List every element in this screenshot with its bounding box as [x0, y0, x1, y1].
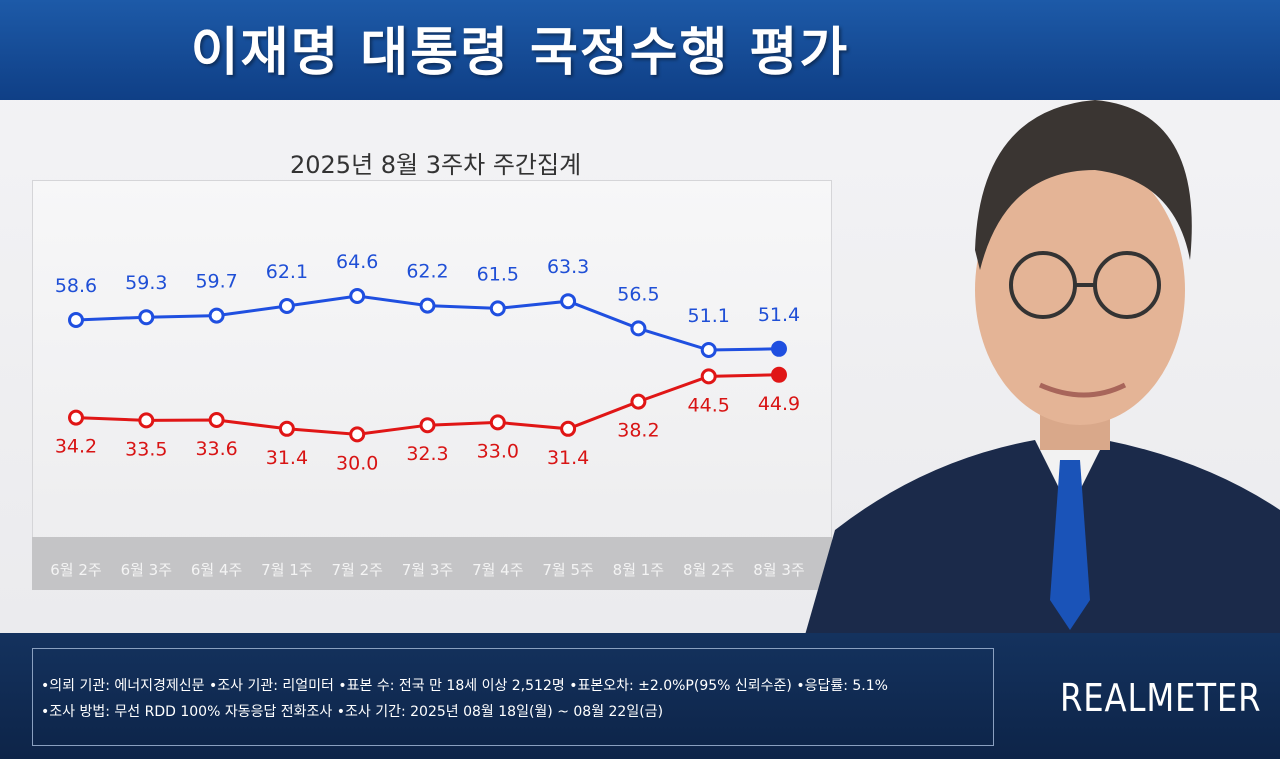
footer-bar: [0, 633, 1280, 759]
data-point: [771, 340, 787, 357]
header-bar: [0, 0, 1280, 100]
data-point: [208, 412, 225, 428]
data-label: 30.0: [336, 452, 378, 474]
realmeter-logo: REALMETER: [1060, 676, 1262, 720]
survey-info: •의뢰 기관: 에너지경제신문 •조사 기관: 리얼미터 •표본 수: 전국 만…: [32, 648, 994, 746]
data-point: [630, 320, 647, 337]
data-label: 44.9: [758, 393, 800, 415]
data-point: [138, 309, 155, 326]
chart-subtitle: 2025년 8월 3주차 주간집계: [290, 151, 582, 179]
data-label: 31.4: [266, 447, 308, 469]
data-label: 61.5: [477, 263, 519, 285]
data-point: [278, 420, 295, 437]
x-tick-label: 7월 4주: [472, 561, 523, 579]
x-tick-label: 6월 4주: [191, 561, 242, 579]
x-tick-label: 7월 2주: [331, 561, 382, 579]
x-tick-label: 6월 3주: [121, 561, 172, 579]
data-label: 62.2: [406, 261, 448, 283]
data-point: [560, 420, 577, 437]
data-label: 58.6: [55, 275, 97, 297]
data-label: 38.2: [617, 420, 659, 442]
data-point: [489, 300, 506, 317]
x-axis-band: [32, 537, 832, 590]
data-label: 33.0: [477, 440, 519, 462]
data-label: 59.3: [125, 272, 167, 294]
survey-info-line2: •조사 방법: 무선 RDD 100% 자동응답 전화조사 •조사 기간: 20…: [41, 704, 664, 720]
data-label: 33.5: [125, 438, 167, 460]
data-point: [700, 368, 717, 385]
data-label: 31.4: [547, 447, 589, 469]
data-point: [208, 307, 225, 324]
data-label: 51.4: [758, 304, 800, 326]
x-tick-label: 6월 2주: [50, 561, 101, 579]
chart-area: [32, 180, 832, 590]
data-point: [419, 297, 436, 314]
president-photo: [805, 100, 1280, 635]
data-point: [700, 342, 717, 358]
x-tick-label: 7월 3주: [402, 561, 453, 579]
data-point: [68, 312, 84, 328]
data-label: 64.6: [336, 251, 378, 273]
data-label: 34.2: [55, 436, 97, 458]
data-label: 59.7: [195, 271, 237, 293]
data-label: 33.6: [195, 438, 237, 460]
data-point: [771, 366, 787, 383]
data-label: 63.3: [547, 256, 589, 278]
page-title: 이재명 대통령 국정수행 평가: [190, 23, 850, 83]
data-point: [68, 409, 84, 426]
x-tick-label: 8월 1주: [613, 561, 664, 579]
survey-info-line1: •의뢰 기관: 에너지경제신문 •조사 기관: 리얼미터 •표본 수: 전국 만…: [41, 678, 888, 694]
x-tick-label: 7월 5주: [542, 561, 593, 579]
data-label: 56.5: [617, 283, 659, 305]
x-tick-label: 8월 2주: [683, 561, 734, 579]
data-label: 51.1: [688, 305, 730, 327]
line-chart: 6월 2주 6월 3주 6월 4주 7월 1주 7월 2주 7월 3주 7월 4주 7월 5주…: [50, 251, 804, 579]
data-label: 44.5: [688, 394, 730, 416]
data-point: [138, 412, 155, 429]
x-tick-label: 7월 1주: [261, 561, 312, 579]
data-point: [349, 426, 366, 443]
data-point: [630, 393, 647, 410]
data-point: [489, 414, 506, 431]
data-point: [560, 293, 577, 310]
data-label: 62.1: [266, 261, 308, 283]
data-point: [419, 417, 436, 434]
data-point: [349, 288, 366, 304]
data-label: 32.3: [406, 443, 448, 465]
x-tick-label: 8월 3주: [753, 561, 804, 579]
data-point: [278, 298, 295, 314]
